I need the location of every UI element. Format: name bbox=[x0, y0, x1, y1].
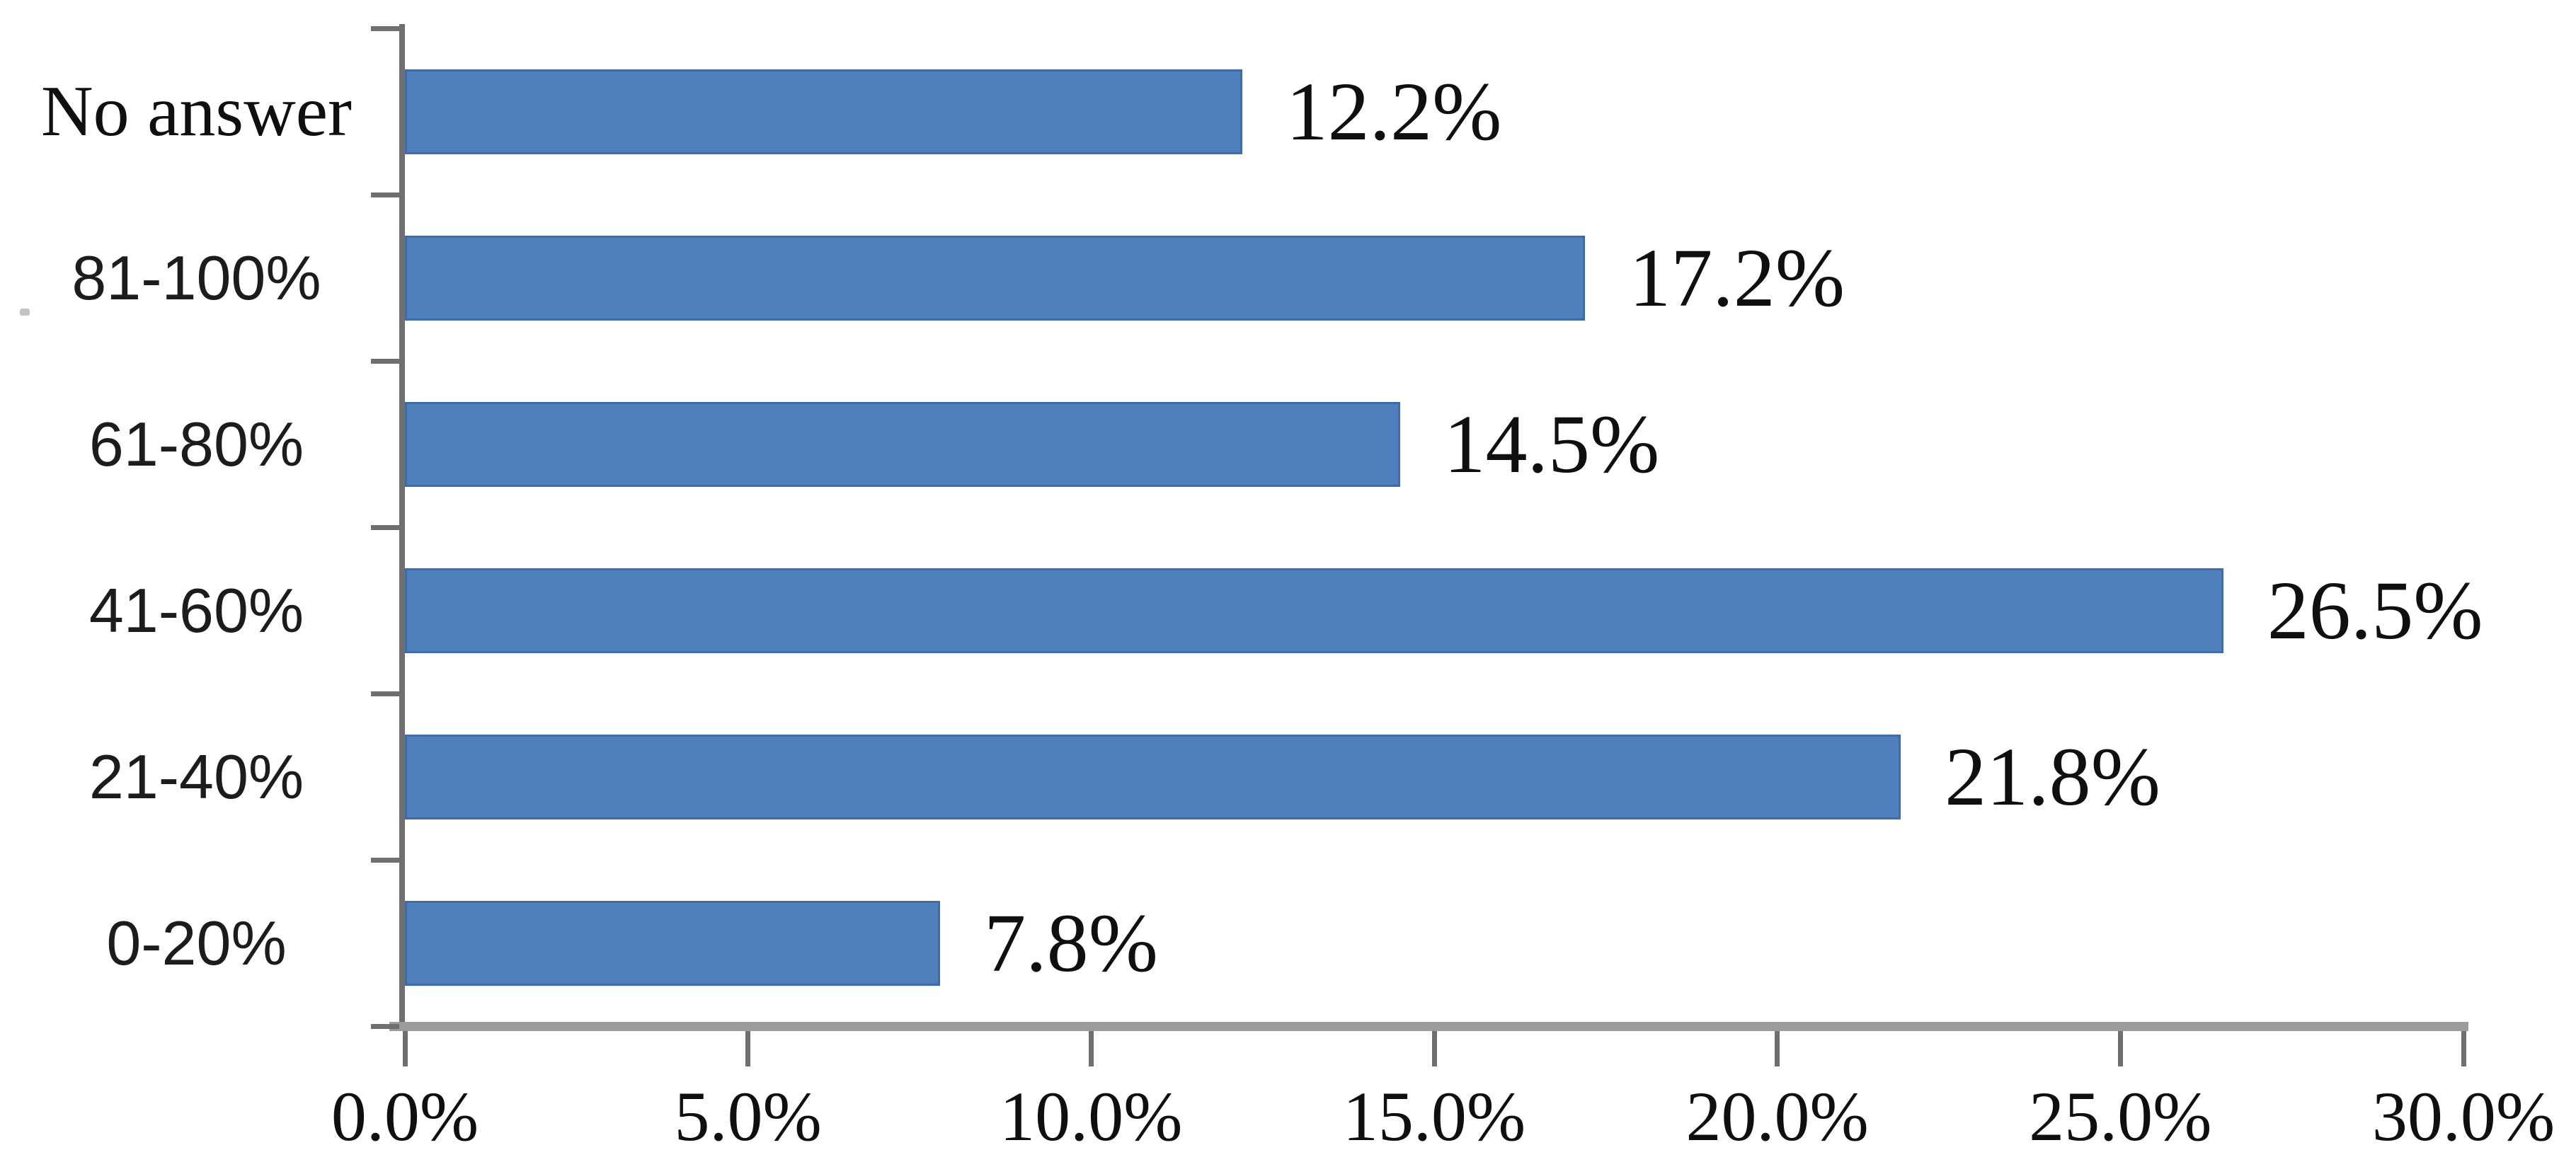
bar-value-label: 12.2% bbox=[1286, 64, 1502, 158]
x-tick-label: 25.0% bbox=[2029, 1076, 2212, 1156]
x-axis-tick bbox=[1431, 1031, 1437, 1066]
bar-value-label: 7.8% bbox=[984, 896, 1158, 989]
y-axis-tick bbox=[371, 1023, 399, 1029]
x-tick-label: 20.0% bbox=[1685, 1076, 1869, 1156]
x-tick-label: 30.0% bbox=[2371, 1076, 2555, 1156]
x-axis-tick bbox=[2117, 1031, 2123, 1066]
x-axis-tick bbox=[1088, 1031, 1094, 1066]
y-axis-tick bbox=[371, 358, 399, 364]
category-label: 0-20% bbox=[106, 907, 287, 978]
category-label: 81-100% bbox=[71, 242, 321, 313]
bar bbox=[405, 900, 941, 986]
bar-value-label: 26.5% bbox=[2267, 563, 2483, 657]
x-axis-tick bbox=[745, 1031, 751, 1066]
bar-value-label: 14.5% bbox=[1443, 397, 1660, 490]
category-label: 41-60% bbox=[88, 575, 304, 645]
bar bbox=[405, 401, 1400, 487]
x-axis-tick bbox=[2461, 1031, 2466, 1066]
bar bbox=[405, 235, 1586, 321]
x-tick-label: 0.0% bbox=[331, 1076, 479, 1156]
x-tick-label: 10.0% bbox=[1000, 1076, 1183, 1156]
y-axis-tick bbox=[371, 691, 399, 696]
bar bbox=[405, 734, 1901, 819]
y-axis-tick bbox=[371, 524, 399, 530]
x-axis-line bbox=[389, 1022, 2468, 1031]
x-axis-tick bbox=[402, 1031, 408, 1066]
category-label: 61-80% bbox=[88, 408, 304, 479]
x-tick-label: 5.0% bbox=[674, 1076, 822, 1156]
bar bbox=[405, 568, 2223, 653]
category-label: No answer bbox=[40, 71, 353, 151]
y-axis-tick bbox=[371, 192, 399, 197]
bar bbox=[405, 69, 1242, 154]
x-tick-label: 15.0% bbox=[1342, 1076, 1526, 1156]
category-label: 21-40% bbox=[88, 741, 304, 812]
bar-value-label: 17.2% bbox=[1629, 231, 1845, 324]
bar-value-label: 21.8% bbox=[1945, 730, 2160, 823]
stray-artifact-mark bbox=[20, 309, 30, 316]
y-axis-tick bbox=[371, 25, 399, 31]
y-axis-tick bbox=[371, 857, 399, 863]
y-axis-line bbox=[399, 24, 405, 1030]
x-axis-tick bbox=[1775, 1031, 1780, 1066]
